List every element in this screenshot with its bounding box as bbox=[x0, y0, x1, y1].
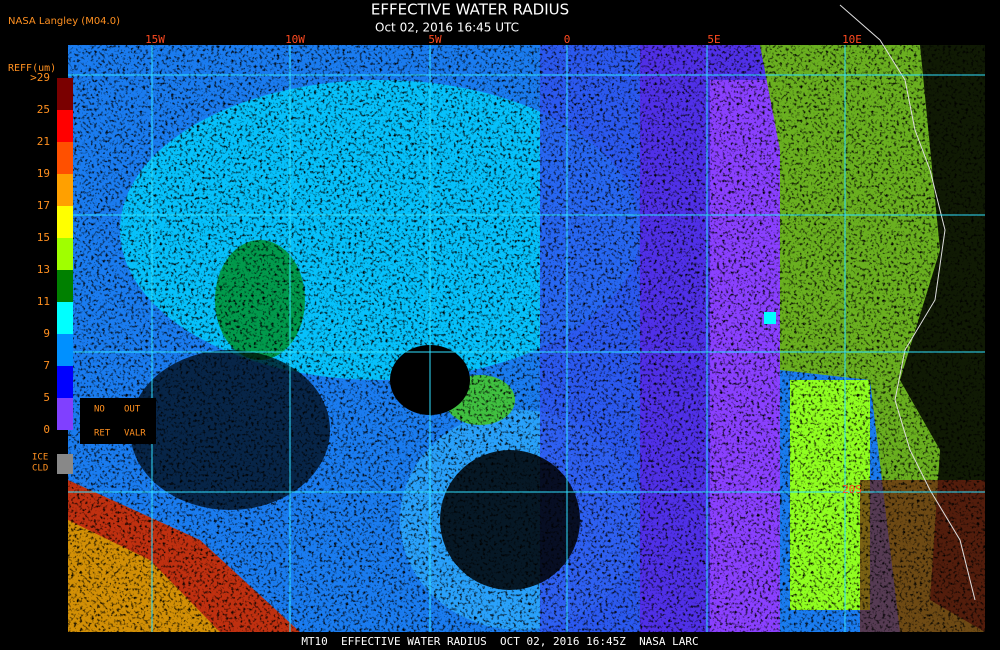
longitude-label: 5W bbox=[428, 33, 442, 46]
legend-tick-label: 0 bbox=[43, 423, 50, 436]
longitude-label: 15W bbox=[145, 33, 165, 46]
legend-tick-label: 9 bbox=[43, 327, 50, 340]
ice-cloud-label: ICE bbox=[32, 453, 48, 463]
legend-swatch bbox=[57, 206, 73, 238]
source-label: NASA Langley (M04.0) bbox=[8, 16, 120, 27]
legend-tick-label: 25 bbox=[37, 103, 50, 116]
legend-tick-label: 13 bbox=[37, 263, 50, 276]
longitude-label: 5E bbox=[707, 33, 720, 46]
ice-cloud-swatch bbox=[57, 454, 73, 474]
legend-box bbox=[80, 398, 156, 444]
longitude-label: 10E bbox=[842, 33, 862, 46]
legend-tick-label: 7 bbox=[43, 359, 50, 372]
legend-swatch bbox=[57, 270, 73, 302]
legend-swatch bbox=[57, 366, 73, 398]
legend-swatch bbox=[57, 78, 73, 110]
subtitle: Oct 02, 2016 16:45 UTC bbox=[375, 21, 519, 35]
legend-tick-label: >29 bbox=[30, 71, 50, 84]
title: EFFECTIVE WATER RADIUS bbox=[371, 1, 569, 19]
graticule bbox=[68, 45, 985, 632]
out-valr-label: OUT bbox=[124, 405, 141, 415]
coastline bbox=[839, 4, 976, 601]
longitude-label: 0 bbox=[564, 33, 571, 46]
legend-swatch bbox=[57, 174, 73, 206]
legend-tick-label: 5 bbox=[43, 391, 50, 404]
legend-tick-label: 11 bbox=[37, 295, 50, 308]
legend-swatch bbox=[57, 302, 73, 334]
ice-cloud-label: CLD bbox=[32, 464, 48, 474]
legend-swatch bbox=[57, 110, 73, 142]
legend-tick-label: 15 bbox=[37, 231, 50, 244]
legend-title: REFF(um) bbox=[8, 63, 56, 74]
legend-swatch bbox=[57, 334, 73, 366]
longitude-label: 10W bbox=[285, 33, 305, 46]
legend-tick-label: 17 bbox=[37, 199, 50, 212]
footer: MT10 EFFECTIVE WATER RADIUS OCT 02, 2016… bbox=[301, 635, 698, 648]
latitude-label: 20S bbox=[842, 483, 862, 496]
legend-swatch bbox=[57, 238, 73, 270]
satellite-image bbox=[68, 45, 985, 632]
no-ret-label: RET bbox=[94, 429, 111, 439]
out-valr-label: VALR bbox=[124, 429, 146, 439]
legend-swatch bbox=[57, 398, 73, 430]
legend-tick-label: 19 bbox=[37, 167, 50, 180]
no-ret-label: NO bbox=[94, 405, 105, 415]
legend-tick-label: 21 bbox=[37, 135, 50, 148]
legend-swatch bbox=[57, 142, 73, 174]
